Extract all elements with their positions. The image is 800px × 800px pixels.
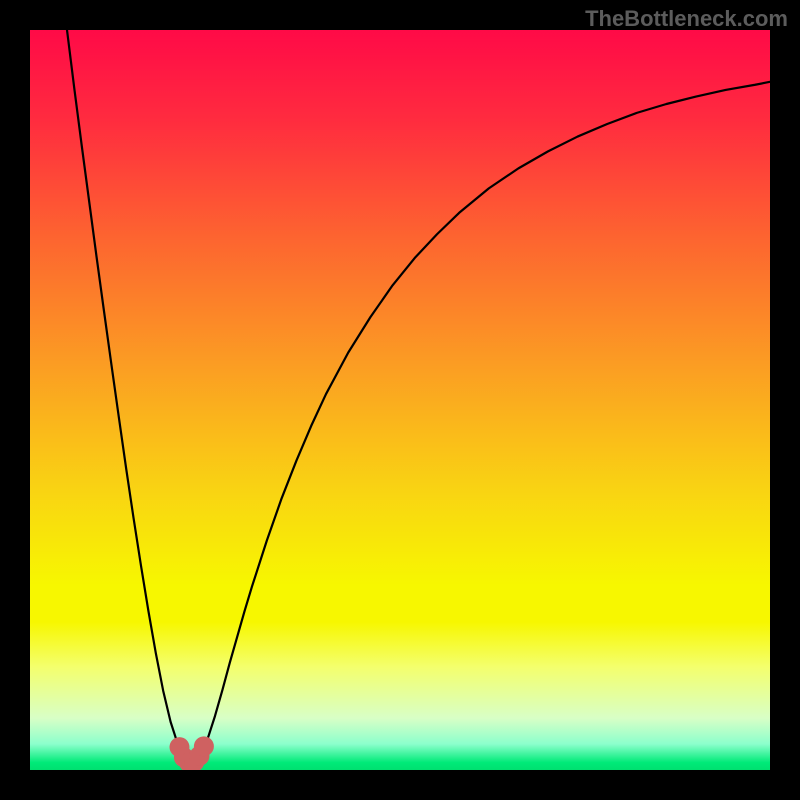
gradient-background	[30, 30, 770, 770]
chart-svg	[30, 30, 770, 770]
chart-frame: TheBottleneck.com	[0, 0, 800, 800]
plot-area	[30, 30, 770, 770]
watermark-text: TheBottleneck.com	[585, 6, 788, 32]
